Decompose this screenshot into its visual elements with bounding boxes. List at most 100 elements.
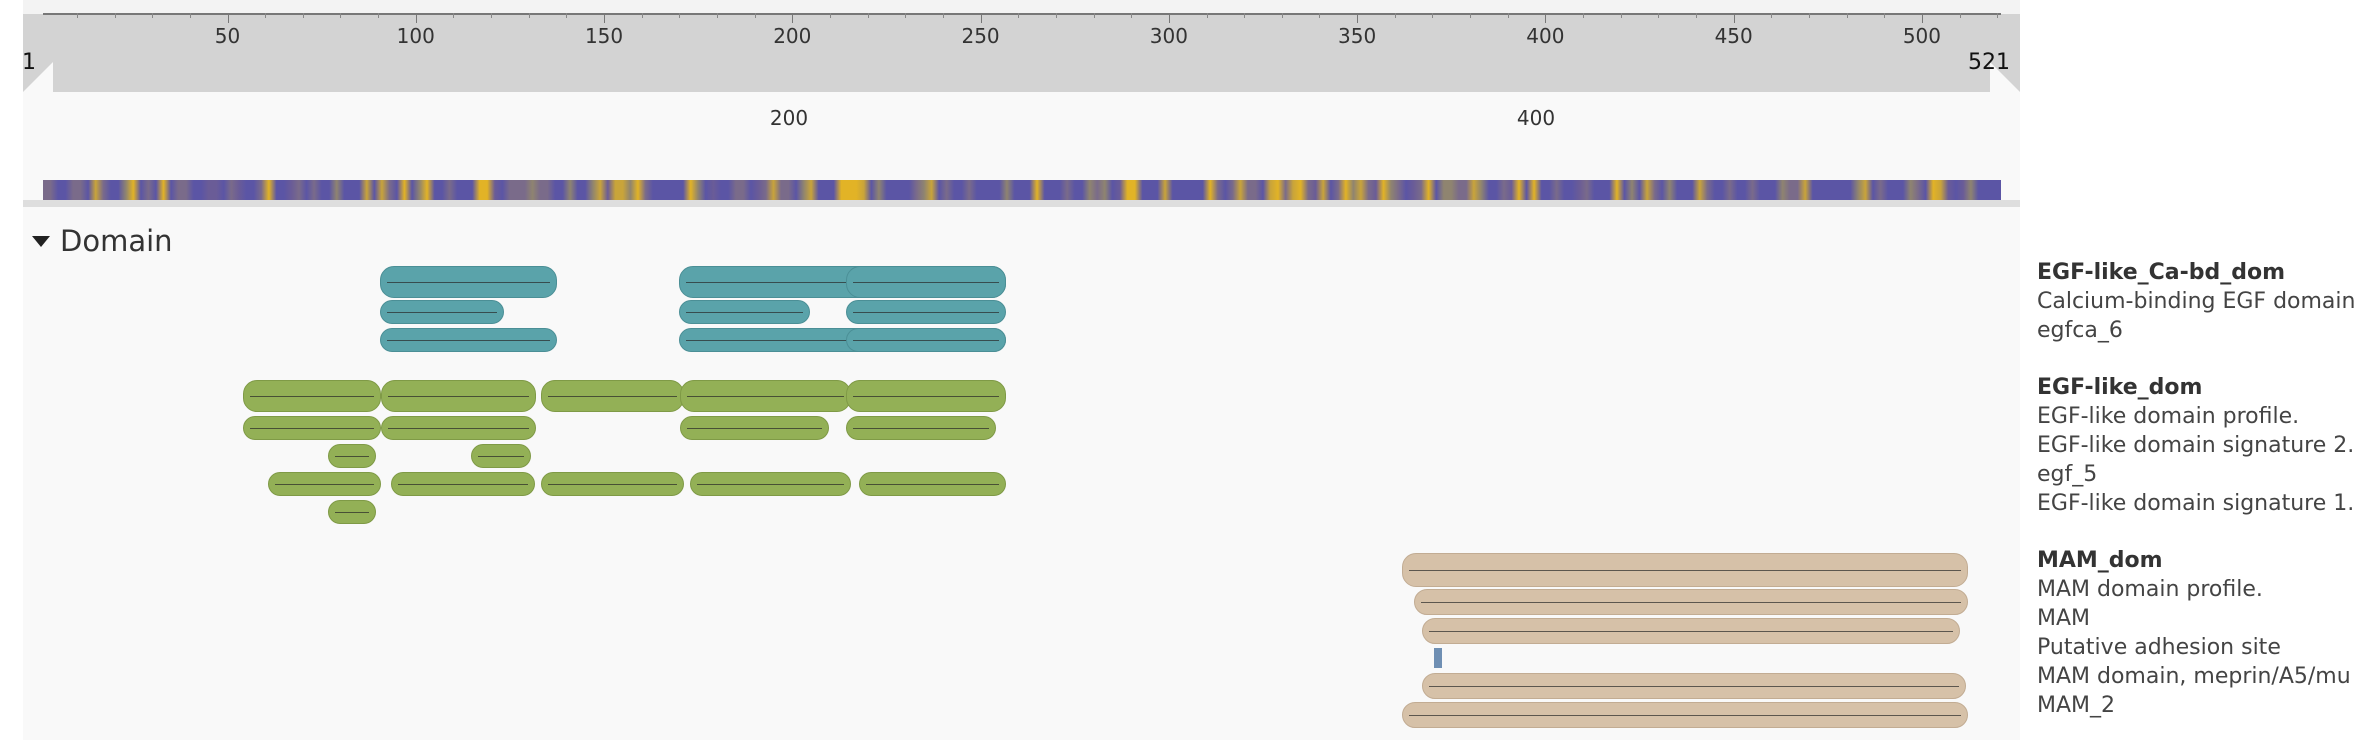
egf-domain-feature[interactable] — [328, 500, 376, 524]
egfca-domain-feature[interactable] — [380, 328, 557, 352]
ruler-minor-tick — [1319, 13, 1321, 18]
zoom-wedge-left — [23, 62, 53, 92]
egf-domain-feature[interactable] — [243, 380, 381, 412]
track-separator — [23, 200, 2020, 207]
ruler-minor-tick — [378, 13, 380, 18]
egf-domain-feature[interactable] — [268, 472, 381, 496]
ruler-minor-tick — [1997, 13, 1999, 18]
egf-domain-feature[interactable] — [391, 472, 535, 496]
legend-title: EGF-like_Ca-bd_dom — [2037, 260, 2286, 285]
egfca-domain-feature[interactable] — [679, 300, 810, 324]
egf-domain-feature[interactable] — [541, 472, 684, 496]
egfca-domain-feature[interactable] — [846, 266, 1006, 298]
mam-domain-feature[interactable] — [1422, 618, 1960, 644]
ruler-minor-tick — [1583, 13, 1585, 18]
legend-entry: EGF-like domain profile. — [2037, 404, 2300, 429]
ruler-minor-tick — [1658, 13, 1660, 18]
ruler-minor-tick — [1808, 13, 1810, 18]
egfca-domain-feature[interactable] — [846, 300, 1006, 324]
mam-domain-feature[interactable] — [1402, 553, 1968, 587]
egf-domain-feature[interactable] — [690, 472, 851, 496]
egf-domain-feature[interactable] — [680, 380, 851, 412]
egf-domain-feature[interactable] — [846, 416, 996, 440]
ruler-minor-tick — [942, 13, 944, 18]
ruler-minor-tick — [1093, 13, 1095, 18]
sub-ruler-label-400: 400 — [1516, 106, 1556, 130]
ruler-tick-label: 100 — [396, 24, 435, 48]
ruler-minor-tick — [1018, 13, 1020, 18]
ruler-end-label: 521 — [1968, 50, 2010, 75]
ruler-minor-tick — [302, 13, 304, 18]
egfca-domain-feature[interactable] — [380, 266, 557, 298]
ruler-minor-tick — [340, 13, 342, 18]
ruler-start-label: 1 — [22, 50, 36, 75]
ruler-minor-tick — [905, 13, 907, 18]
ruler-tick-label: 300 — [1149, 24, 1188, 48]
ruler-minor-tick — [1959, 13, 1961, 18]
ruler-minor-tick — [453, 13, 455, 18]
ruler-tick-label: 200 — [773, 24, 812, 48]
egf-domain-feature[interactable] — [541, 380, 684, 412]
egf-domain-feature[interactable] — [381, 380, 536, 412]
sequence-ruler[interactable]: 50 100 150 200 250 300 350 400 450 500 — [23, 0, 2020, 92]
ruler-tick — [227, 13, 229, 23]
legend-entry: Putative adhesion site — [2037, 635, 2281, 660]
egfca-domain-feature[interactable] — [846, 328, 1006, 352]
ruler-minor-tick — [491, 13, 493, 18]
egfca-domain-feature[interactable] — [380, 300, 504, 324]
ruler-tick — [1733, 13, 1735, 23]
ruler-tick-label: 150 — [584, 24, 624, 48]
ruler-tick — [415, 13, 417, 23]
adhesion-site-feature[interactable] — [1434, 648, 1442, 668]
ruler-minor-tick — [1620, 13, 1622, 18]
egf-domain-feature[interactable] — [381, 416, 536, 440]
ruler-minor-tick — [76, 13, 78, 18]
ruler-tick-label: 450 — [1714, 24, 1753, 48]
ruler-minor-tick — [1696, 13, 1697, 18]
legend-entry: EGF-like domain signature 2. — [2037, 433, 2355, 458]
ruler-minor-tick — [1846, 13, 1848, 18]
ruler-tick-label: 350 — [1338, 24, 1377, 48]
ruler-minor-tick — [829, 13, 831, 18]
ruler-minor-tick — [679, 13, 681, 18]
ruler-tick — [792, 13, 794, 23]
ruler-band — [23, 0, 2020, 92]
ruler-minor-tick — [189, 13, 191, 18]
mam-domain-feature[interactable] — [1402, 702, 1968, 728]
legend-mam-dom: MAM_dom MAM domain profile. MAM Putative… — [2037, 546, 2351, 720]
egf-domain-feature[interactable] — [846, 380, 1006, 412]
variation-heatmap-bar[interactable] — [43, 180, 2001, 202]
ruler-minor-tick — [1432, 13, 1434, 18]
ruler-tick-label: 400 — [1526, 24, 1565, 48]
ruler-top-strip — [23, 0, 2020, 14]
legend-title: MAM_dom — [2037, 548, 2163, 573]
ruler-minor-tick — [1394, 13, 1396, 18]
egf-domain-feature[interactable] — [471, 444, 531, 468]
ruler-minor-tick — [1884, 13, 1886, 18]
ruler-minor-tick — [1244, 13, 1246, 18]
ruler-tick — [1921, 13, 1923, 23]
ruler-minor-tick — [867, 13, 869, 18]
ruler-tick-label: 250 — [961, 24, 1000, 48]
ruler-minor-tick — [1055, 13, 1057, 18]
legend-entry: egf_5 — [2037, 462, 2098, 487]
legend-entry: Calcium-binding EGF domain — [2037, 289, 2356, 314]
legend-entry: EGF-like domain signature 1. — [2037, 491, 2355, 516]
ruler-minor-tick — [152, 13, 154, 18]
mam-domain-feature[interactable] — [1414, 589, 1968, 615]
feature-viewer-panel — [23, 0, 2020, 740]
legend-egf-like-ca-bd-dom: EGF-like_Ca-bd_dom Calcium-binding EGF d… — [2037, 258, 2355, 345]
egf-domain-feature[interactable] — [328, 444, 376, 468]
mam-domain-feature[interactable] — [1422, 673, 1966, 699]
egf-domain-feature[interactable] — [680, 416, 829, 440]
ruler-minor-tick — [265, 13, 267, 18]
legend-entry: egfca_6 — [2037, 318, 2123, 343]
egf-domain-feature[interactable] — [243, 416, 381, 440]
ruler-minor-tick — [1470, 13, 1472, 18]
egf-domain-feature[interactable] — [859, 472, 1006, 496]
ruler-tick — [1168, 13, 1170, 23]
sub-ruler-label-200: 200 — [769, 106, 809, 130]
ruler-tick — [604, 13, 606, 23]
domain-section-toggle[interactable]: Domain — [32, 224, 173, 258]
